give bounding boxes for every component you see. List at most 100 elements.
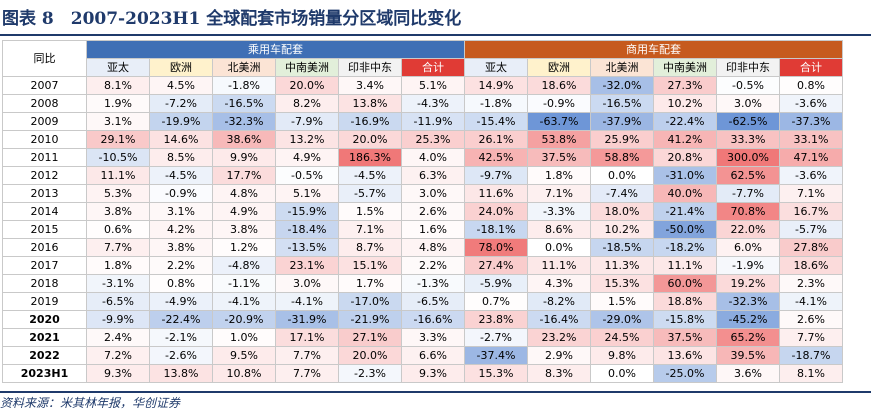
table-row: 2020 -9.9% -22.4% -20.9% -31.9% -21.9% -16.6% 2… xyxy=(2,310,843,329)
value-cell: 8.6% xyxy=(527,220,591,239)
value-cell: 3.1% xyxy=(149,202,213,221)
table-row: 2015 0.6% 4.2% 3.8% -18.4% 7.1% 1.6% -18.1% 8.6%… xyxy=(2,220,843,239)
value-cell: 22.0% xyxy=(716,220,780,239)
value-cell: 0.7% xyxy=(464,292,528,311)
row-year: 2008 xyxy=(2,94,87,113)
value-cell: -45.2% xyxy=(716,310,780,329)
table-row: 2013 5.3% -0.9% 4.8% 5.1% -5.7% 3.0% 11.6% 7.1% -… xyxy=(2,184,843,203)
value-cell: 42.5% xyxy=(464,148,528,167)
value-cell: 41.2% xyxy=(653,130,717,149)
value-cell: -21.9% xyxy=(338,310,402,329)
value-cell: -0.5% xyxy=(275,166,339,185)
value-cell: 4.3% xyxy=(527,274,591,293)
value-cell: 10.2% xyxy=(653,94,717,113)
value-cell: 23.1% xyxy=(275,256,339,275)
value-cell: 1.8% xyxy=(86,256,150,275)
source-note: 资料来源：米其林年报，华创证券 xyxy=(0,391,871,414)
value-cell: 26.1% xyxy=(464,130,528,149)
value-cell: 18.6% xyxy=(779,256,843,275)
value-cell: 9.9% xyxy=(212,148,276,167)
value-cell: 70.8% xyxy=(716,202,780,221)
value-cell: -17.0% xyxy=(338,292,402,311)
value-cell: 3.8% xyxy=(212,220,276,239)
row-year: 2013 xyxy=(2,184,87,203)
value-cell: 5.1% xyxy=(275,184,339,203)
column-header: 中南美洲 xyxy=(653,58,717,77)
value-cell: 18.8% xyxy=(653,292,717,311)
value-cell: 2.6% xyxy=(401,202,465,221)
value-cell: -7.2% xyxy=(149,94,213,113)
group-header-commercial: 商用车配套 xyxy=(464,40,843,59)
value-cell: 7.2% xyxy=(86,346,150,365)
value-cell: 8.2% xyxy=(275,94,339,113)
value-cell: 18.0% xyxy=(590,202,654,221)
value-cell: 33.3% xyxy=(716,130,780,149)
value-cell: 1.7% xyxy=(338,274,402,293)
column-header: 中南美洲 xyxy=(275,58,339,77)
value-cell: -37.4% xyxy=(464,346,528,365)
value-cell: -25.0% xyxy=(653,364,717,383)
table-row: 2012 11.1% -4.5% 17.7% -0.5% -4.5% 6.3% -9.7% 1.… xyxy=(2,166,843,185)
value-cell: 16.7% xyxy=(779,202,843,221)
row-year: 2011 xyxy=(2,148,87,167)
value-cell: 7.7% xyxy=(275,364,339,383)
table-row: 2010 29.1% 14.6% 38.6% 13.2% 20.0% 25.3% 26.1% 5… xyxy=(2,130,843,149)
value-cell: 37.5% xyxy=(527,148,591,167)
value-cell: 2.2% xyxy=(149,256,213,275)
value-cell: -1.8% xyxy=(212,76,276,95)
value-cell: -18.1% xyxy=(464,220,528,239)
row-year: 2017 xyxy=(2,256,87,275)
value-cell: -31.0% xyxy=(653,166,717,185)
value-cell: -50.0% xyxy=(653,220,717,239)
value-cell: 27.4% xyxy=(464,256,528,275)
value-cell: 78.0% xyxy=(464,238,528,257)
value-cell: 27.3% xyxy=(653,76,717,95)
value-cell: 7.1% xyxy=(527,184,591,203)
value-cell: 6.3% xyxy=(401,166,465,185)
table-row: 2023H1 9.3% 13.8% 10.8% 7.7% -2.3% 9.3% 15.3% 8.… xyxy=(2,364,843,383)
value-cell: 38.6% xyxy=(212,130,276,149)
value-cell: -0.9% xyxy=(527,94,591,113)
value-cell: 2.2% xyxy=(401,256,465,275)
value-cell: 27.8% xyxy=(779,238,843,257)
value-cell: -4.1% xyxy=(212,292,276,311)
value-cell: -1.1% xyxy=(212,274,276,293)
value-cell: -16.5% xyxy=(212,94,276,113)
value-cell: 4.5% xyxy=(149,76,213,95)
table-body: 2007 8.1% 4.5% -1.8% 20.0% 3.4% 5.1% 14.9% 18.6%… xyxy=(2,76,843,383)
value-cell: 2.9% xyxy=(527,346,591,365)
value-cell: -5.9% xyxy=(464,274,528,293)
value-cell: 7.7% xyxy=(779,328,843,347)
value-cell: -11.9% xyxy=(401,112,465,131)
value-cell: -22.4% xyxy=(653,112,717,131)
value-cell: 5.1% xyxy=(401,76,465,95)
value-cell: 8.7% xyxy=(338,238,402,257)
column-header: 合计 xyxy=(401,58,465,77)
corner-header: 同比 xyxy=(2,40,87,77)
value-cell: 1.0% xyxy=(212,328,276,347)
value-cell: -22.4% xyxy=(149,310,213,329)
value-cell: 3.1% xyxy=(86,112,150,131)
value-cell: -1.3% xyxy=(401,274,465,293)
value-cell: 3.0% xyxy=(275,274,339,293)
value-cell: -18.5% xyxy=(590,238,654,257)
row-year: 2014 xyxy=(2,202,87,221)
value-cell: 13.2% xyxy=(275,130,339,149)
table-row: 2021 2.4% -2.1% 1.0% 17.1% 27.1% 3.3% -2.7% 23.2… xyxy=(2,328,843,347)
value-cell: 8.5% xyxy=(149,148,213,167)
value-cell: 47.1% xyxy=(779,148,843,167)
value-cell: 60.0% xyxy=(653,274,717,293)
value-cell: -3.6% xyxy=(779,166,843,185)
value-cell: 9.8% xyxy=(590,346,654,365)
value-cell: -5.7% xyxy=(338,184,402,203)
value-cell: 0.8% xyxy=(149,274,213,293)
value-cell: -13.5% xyxy=(275,238,339,257)
value-cell: -3.1% xyxy=(86,274,150,293)
value-cell: -18.4% xyxy=(275,220,339,239)
value-cell: -9.7% xyxy=(464,166,528,185)
value-cell: 4.9% xyxy=(275,148,339,167)
row-year: 2020 xyxy=(2,310,87,329)
column-header: 合计 xyxy=(779,58,843,77)
value-cell: 7.7% xyxy=(86,238,150,257)
value-cell: 7.1% xyxy=(338,220,402,239)
